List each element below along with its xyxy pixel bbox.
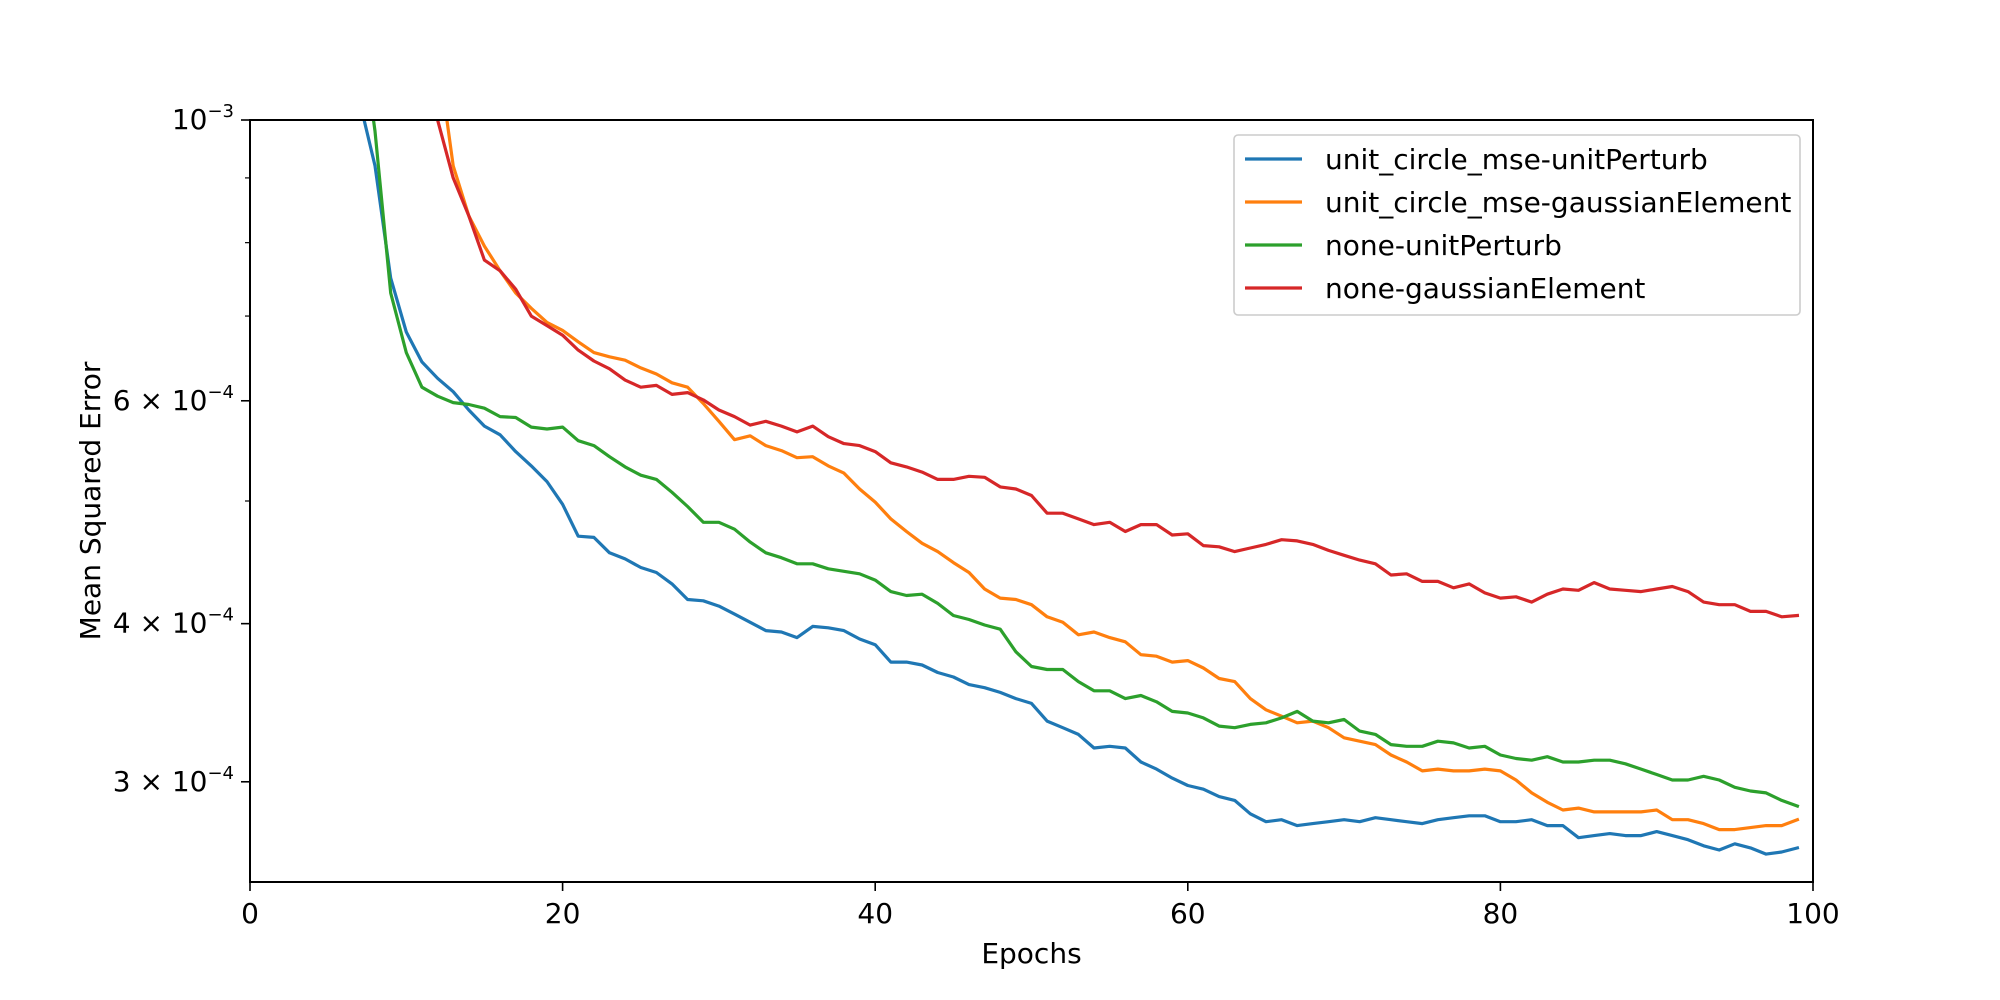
y-tick-exponent: −4 bbox=[207, 382, 234, 403]
x-tick-label: 20 bbox=[545, 897, 581, 930]
legend-entry-label: none-gaussianElement bbox=[1325, 272, 1645, 305]
x-tick-label: 0 bbox=[241, 897, 259, 930]
y-axis-label: Mean Squared Error bbox=[74, 361, 107, 640]
x-tick-label: 100 bbox=[1786, 897, 1839, 930]
x-tick-label: 60 bbox=[1170, 897, 1206, 930]
legend-entry-label: unit_circle_mse-gaussianElement bbox=[1325, 186, 1791, 219]
y-tick-base: 10 bbox=[172, 607, 208, 640]
y-tick-mantissa: 3 × bbox=[113, 765, 172, 798]
y-tick-label: 4 × 10−4 bbox=[113, 605, 234, 640]
series-line-3 bbox=[371, 120, 1800, 809]
legend-entry-label: none-unitPerturb bbox=[1325, 229, 1562, 262]
series-line-1 bbox=[362, 120, 1800, 856]
y-tick-exponent: −4 bbox=[207, 763, 234, 784]
y-tick-base: 10 bbox=[172, 765, 208, 798]
y-tick-label: 3 × 10−4 bbox=[113, 763, 234, 798]
y-tick-mantissa: 4 × bbox=[113, 607, 172, 640]
y-tick-label: 6 × 10−4 bbox=[113, 382, 234, 417]
plot-lines bbox=[362, 120, 1800, 856]
series-line-2 bbox=[445, 120, 1800, 832]
legend-entry-label: unit_circle_mse-unitPerturb bbox=[1325, 143, 1708, 176]
y-tick-exponent: −4 bbox=[207, 605, 234, 626]
x-tick-label: 80 bbox=[1483, 897, 1519, 930]
y-axis: 10−36 × 10−44 × 10−43 × 10−4 bbox=[113, 101, 250, 798]
legend-box bbox=[1233, 134, 1801, 316]
x-axis-label: Epochs bbox=[981, 937, 1081, 970]
x-tick-label: 40 bbox=[857, 897, 893, 930]
y-tick-mantissa: 6 × bbox=[113, 384, 172, 417]
y-tick-label: 10−3 bbox=[172, 101, 234, 136]
y-tick-exponent: −3 bbox=[207, 101, 234, 122]
y-tick-base: 10 bbox=[172, 103, 208, 136]
y-tick-base: 10 bbox=[172, 384, 208, 417]
series-line-4 bbox=[435, 120, 1800, 619]
x-axis: 0 20 40 60 80 100 bbox=[241, 882, 1840, 930]
legend: unit_circle_mse-unitPerturb unit_circle_m… bbox=[1233, 134, 1801, 316]
